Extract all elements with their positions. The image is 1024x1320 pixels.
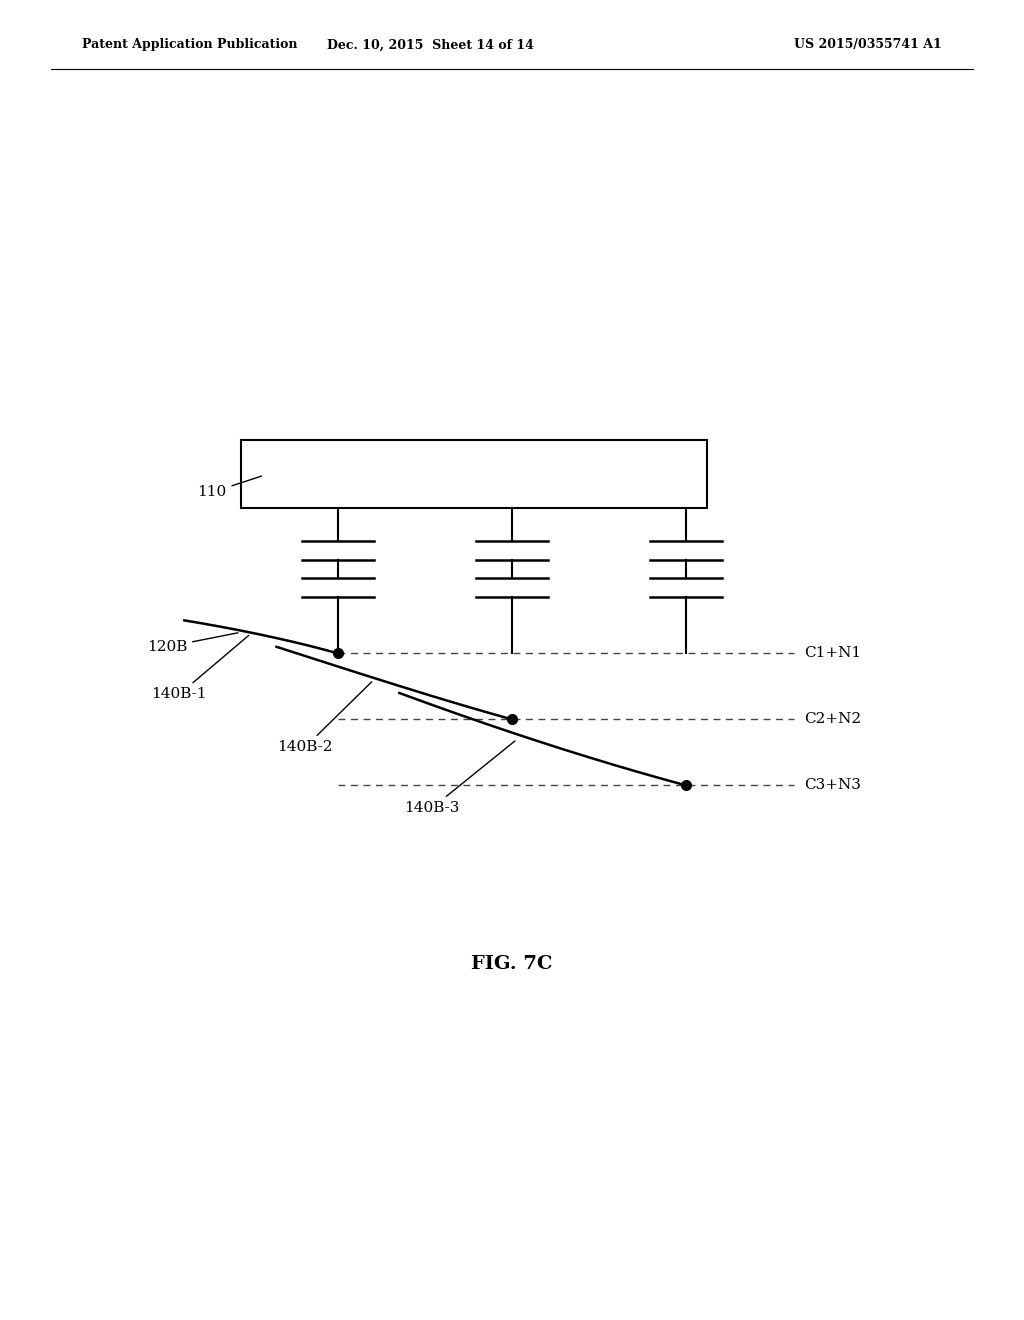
Text: 140B-1: 140B-1 — [152, 635, 249, 701]
Text: 120B: 120B — [146, 632, 238, 653]
Text: Patent Application Publication: Patent Application Publication — [82, 38, 297, 51]
Text: C2+N2: C2+N2 — [804, 713, 861, 726]
Text: 140B-3: 140B-3 — [404, 741, 515, 814]
Bar — [241, 440, 707, 508]
Text: C1+N1: C1+N1 — [804, 647, 861, 660]
Text: FIG. 7C: FIG. 7C — [471, 954, 553, 973]
Text: 110: 110 — [198, 477, 261, 499]
Text: 140B-2: 140B-2 — [278, 681, 372, 754]
Text: Dec. 10, 2015  Sheet 14 of 14: Dec. 10, 2015 Sheet 14 of 14 — [327, 38, 534, 51]
Text: C3+N3: C3+N3 — [804, 779, 861, 792]
Text: US 2015/0355741 A1: US 2015/0355741 A1 — [795, 38, 942, 51]
